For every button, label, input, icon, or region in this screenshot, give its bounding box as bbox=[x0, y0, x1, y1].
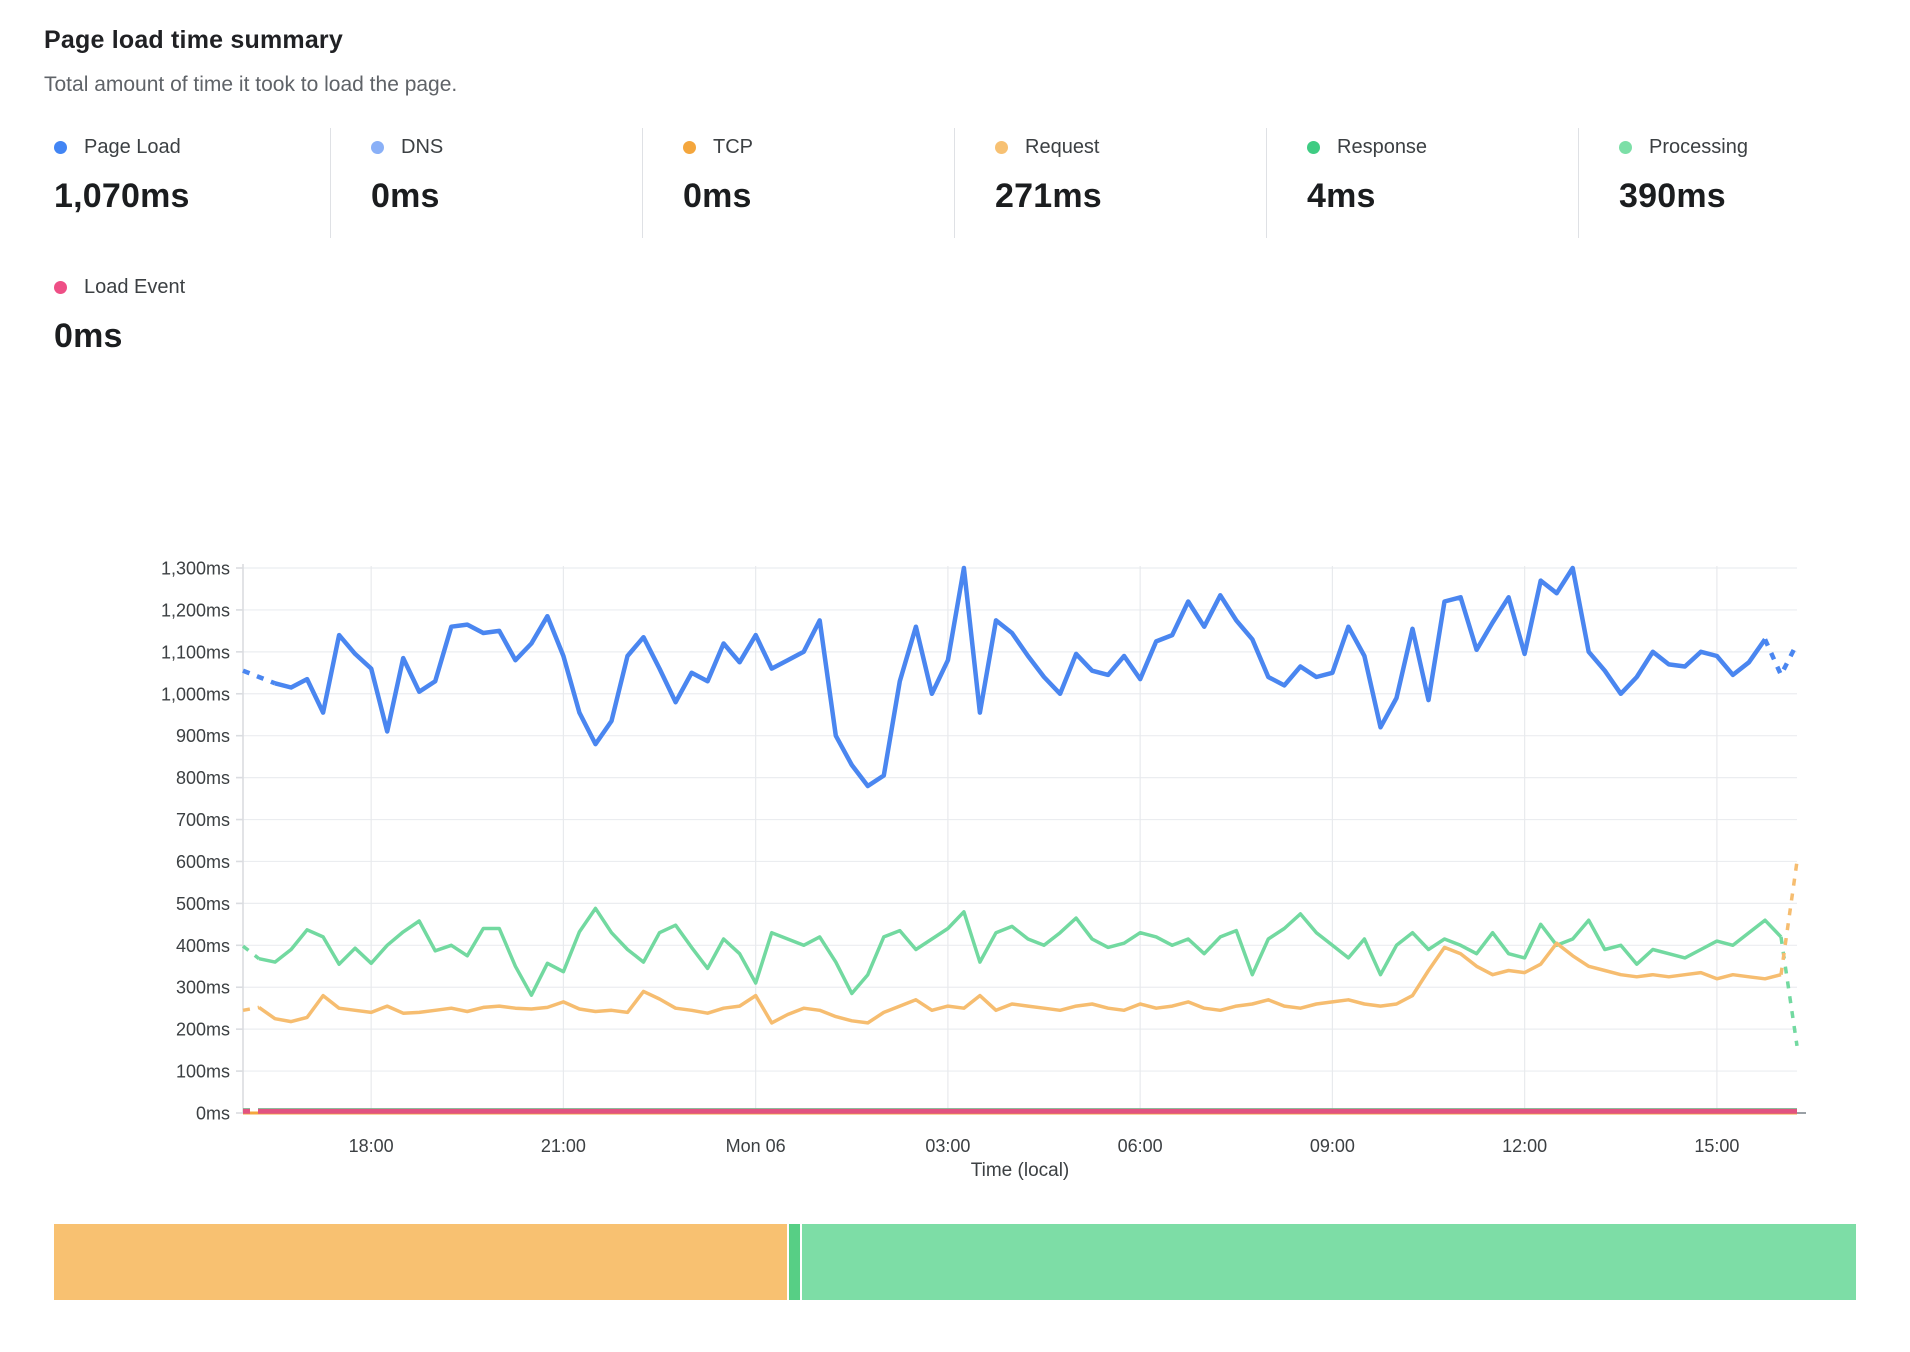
svg-text:300ms: 300ms bbox=[176, 978, 230, 998]
legend-dot-icon bbox=[371, 140, 384, 154]
load-time-chart: 0ms 100ms 200ms 300ms 400ms 500ms 600ms 700ms 80… bbox=[0, 430, 1910, 1200]
svg-text:900ms: 900ms bbox=[176, 726, 230, 746]
legend-dot-icon bbox=[995, 140, 1008, 154]
svg-text:1,200ms: 1,200ms bbox=[161, 600, 230, 620]
page-subtitle: Total amount of time it took to load the… bbox=[44, 73, 458, 96]
stat-tcp[interactable]: TCP 0ms bbox=[642, 128, 954, 238]
stat-label: Page Load bbox=[84, 135, 181, 158]
phase-segment-processing-phase[interactable] bbox=[801, 1224, 1856, 1300]
svg-text:800ms: 800ms bbox=[176, 768, 230, 788]
phase-segment-response-phase[interactable] bbox=[789, 1224, 800, 1300]
page-title: Page load time summary bbox=[44, 26, 343, 54]
svg-text:03:00: 03:00 bbox=[925, 1136, 970, 1156]
stat-value: 0ms bbox=[371, 177, 440, 215]
stat-label: Request bbox=[1025, 135, 1100, 158]
stat-load-event[interactable]: Load Event 0ms bbox=[54, 268, 330, 378]
legend-dot-icon bbox=[683, 140, 696, 154]
svg-text:12:00: 12:00 bbox=[1502, 1136, 1547, 1156]
svg-text:09:00: 09:00 bbox=[1310, 1136, 1355, 1156]
svg-text:21:00: 21:00 bbox=[541, 1136, 586, 1156]
legend-dot-icon bbox=[1619, 140, 1632, 154]
legend-dot-icon bbox=[1307, 140, 1320, 154]
stat-label: Processing bbox=[1649, 135, 1748, 158]
phase-timeline-bar[interactable] bbox=[54, 1224, 1856, 1300]
stat-value: 4ms bbox=[1307, 177, 1376, 215]
stat-value: 390ms bbox=[1619, 177, 1726, 215]
svg-text:15:00: 15:00 bbox=[1694, 1136, 1739, 1156]
svg-text:0ms: 0ms bbox=[196, 1104, 230, 1124]
stats-legend-row: Page Load 1,070ms DNS 0ms TCP 0ms Request 271ms… bbox=[54, 128, 1890, 238]
svg-text:200ms: 200ms bbox=[176, 1020, 230, 1040]
svg-text:18:00: 18:00 bbox=[349, 1136, 394, 1156]
svg-text:500ms: 500ms bbox=[176, 894, 230, 914]
stat-page-load[interactable]: Page Load 1,070ms bbox=[54, 128, 330, 238]
svg-text:600ms: 600ms bbox=[176, 852, 230, 872]
svg-text:1,100ms: 1,100ms bbox=[161, 642, 230, 662]
stat-processing[interactable]: Processing 390ms bbox=[1578, 128, 1890, 238]
stat-request[interactable]: Request 271ms bbox=[954, 128, 1266, 238]
stats-legend-row-2: Load Event 0ms bbox=[54, 268, 330, 378]
stat-label: DNS bbox=[401, 135, 444, 158]
phase-segment-gap-2 bbox=[800, 1224, 802, 1300]
phase-segment-gap-1 bbox=[787, 1224, 790, 1300]
svg-text:Time (local): Time (local) bbox=[971, 1160, 1070, 1181]
svg-text:400ms: 400ms bbox=[176, 936, 230, 956]
svg-text:1,300ms: 1,300ms bbox=[161, 559, 230, 579]
stat-response[interactable]: Response 4ms bbox=[1266, 128, 1578, 238]
stat-value: 1,070ms bbox=[54, 177, 190, 215]
phase-segment-request-phase[interactable] bbox=[54, 1224, 788, 1300]
svg-text:06:00: 06:00 bbox=[1118, 1136, 1163, 1156]
stat-value: 0ms bbox=[54, 317, 123, 355]
legend-dot-icon bbox=[54, 140, 67, 154]
svg-text:1,000ms: 1,000ms bbox=[161, 684, 230, 704]
stat-label: TCP bbox=[713, 135, 753, 158]
svg-text:100ms: 100ms bbox=[176, 1062, 230, 1082]
stat-value: 0ms bbox=[683, 177, 752, 215]
svg-text:700ms: 700ms bbox=[176, 810, 230, 830]
svg-text:Mon 06: Mon 06 bbox=[726, 1136, 786, 1156]
load-time-chart-svg: 0ms 100ms 200ms 300ms 400ms 500ms 600ms 700ms 80… bbox=[161, 559, 1806, 1181]
stat-label: Load Event bbox=[84, 275, 186, 298]
stat-label: Response bbox=[1337, 135, 1428, 158]
stat-dns[interactable]: DNS 0ms bbox=[330, 128, 642, 238]
stat-value: 271ms bbox=[995, 177, 1102, 215]
legend-dot-icon bbox=[54, 280, 67, 294]
